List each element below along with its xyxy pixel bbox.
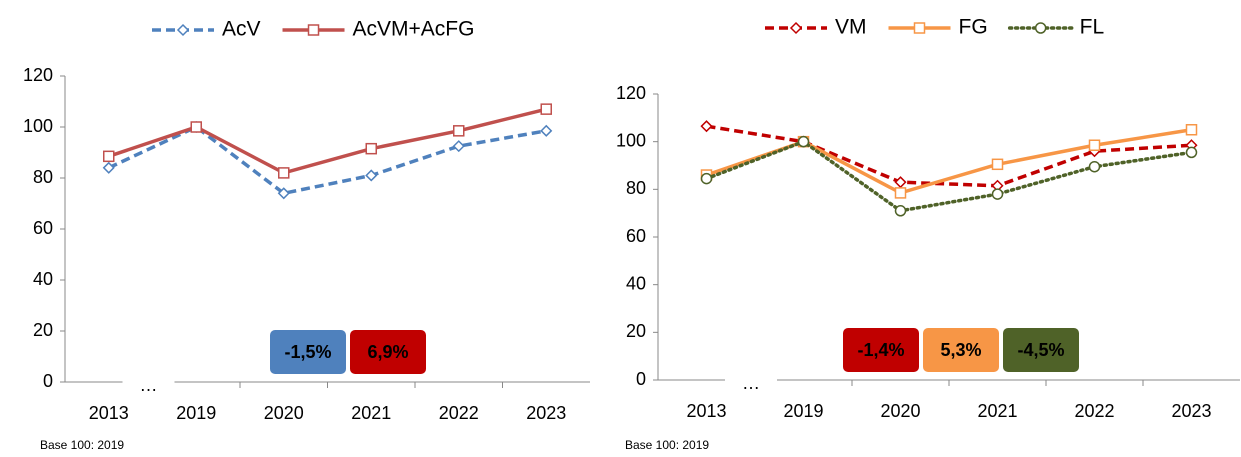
legend-label: FG (959, 16, 988, 39)
x-tick-label: 2022 (439, 403, 479, 423)
marker (540, 124, 553, 137)
marker (894, 176, 907, 189)
line (704, 139, 1194, 213)
y-tick-label: 120 (23, 65, 53, 85)
x-tick-label: 2023 (1171, 401, 1211, 421)
marker (103, 150, 115, 163)
y-tick-label: 60 (33, 218, 53, 238)
y-tick-label: 80 (33, 167, 53, 187)
badge (350, 330, 426, 374)
marker (278, 167, 290, 179)
y-tick-label: 80 (626, 178, 646, 198)
marker (453, 125, 465, 137)
x-tick-label: 2021 (351, 403, 391, 423)
marker (991, 188, 1004, 200)
x-tick-label: 2022 (1074, 401, 1114, 421)
badge (1003, 328, 1079, 372)
footnote: Base 100: 2019 (40, 438, 124, 452)
marker (190, 121, 202, 133)
x-tick-label: 2019 (176, 403, 216, 423)
y-tick-label: 0 (43, 371, 53, 391)
x-tick-label: 2013 (686, 401, 726, 421)
x-tick-label: 2013 (89, 403, 129, 423)
badge-label: -1,4% (857, 340, 904, 360)
marker (277, 187, 290, 200)
marker (700, 120, 713, 133)
footnote: Base 100: 2019 (625, 438, 709, 452)
x-tick-label: 2021 (977, 401, 1017, 421)
y-tick-label: 40 (33, 269, 53, 289)
marker (452, 140, 465, 153)
marker (1088, 160, 1101, 173)
marker (1185, 124, 1198, 136)
axis-break: … (742, 373, 760, 393)
x-tick-label: 2020 (880, 401, 920, 421)
badge (923, 328, 999, 372)
marker (1034, 22, 1047, 34)
marker (797, 135, 810, 148)
y-tick-label: 40 (626, 273, 646, 293)
y-tick-label: 0 (636, 369, 646, 389)
y-tick-label: 100 (616, 130, 646, 150)
badge (843, 328, 919, 372)
marker (307, 24, 320, 36)
x-tick-label: 2019 (783, 401, 823, 421)
y-tick-label: 100 (23, 116, 53, 136)
legend-label: FL (1080, 16, 1105, 39)
marker (789, 21, 803, 35)
marker (365, 169, 378, 182)
marker (894, 187, 907, 199)
x-tick-label: 2020 (264, 403, 304, 423)
marker (894, 205, 907, 217)
y-tick-label: 20 (33, 320, 53, 340)
y-tick-label: 120 (616, 83, 646, 103)
badge-label: -4,5% (1017, 340, 1064, 360)
marker (1185, 146, 1198, 159)
badge-label: -1,5% (284, 342, 331, 362)
line (108, 107, 547, 175)
marker (700, 172, 713, 185)
marker (102, 161, 115, 174)
badge (270, 330, 346, 374)
legend-label: AcVM+AcFG (353, 18, 475, 41)
marker (365, 142, 377, 155)
y-tick-label: 20 (626, 321, 646, 341)
marker (540, 103, 552, 115)
marker (913, 22, 926, 34)
marker (176, 23, 190, 37)
marker (1088, 139, 1101, 151)
axis-break: … (140, 375, 158, 395)
badge-label: 5,3% (940, 340, 981, 360)
marker (991, 158, 1004, 171)
badge-label: 6,9% (367, 342, 408, 362)
x-tick-label: 2023 (526, 403, 566, 423)
legend-label: VM (835, 16, 867, 39)
y-tick-label: 60 (626, 226, 646, 246)
legend-label: AcV (222, 18, 261, 41)
